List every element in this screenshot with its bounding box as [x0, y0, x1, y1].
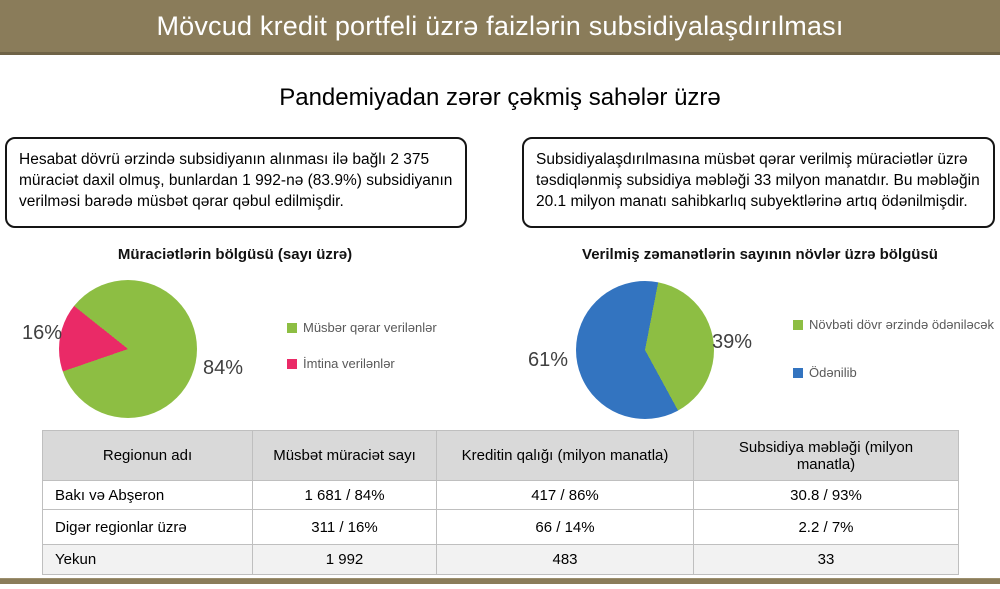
cell-applications: 311 / 16% — [252, 509, 437, 545]
applications-legend-item-approved: Müsbər qərar verilənlər — [287, 320, 437, 335]
summary-box-subsidy: Subsidiyalaşdırılmasına müsbət qərar ver… — [522, 137, 995, 228]
legend-swatch-pink-icon — [287, 358, 297, 369]
cell-region-total: Yekun — [42, 544, 253, 575]
applications-legend-label-refused: İmtina verilənlər — [303, 356, 395, 371]
legend-swatch-green-icon — [793, 319, 803, 330]
cell-credit-total: 483 — [436, 544, 694, 575]
guarantees-legend-item-paid: Ödənilib — [793, 365, 857, 380]
applications-legend-item-refused: İmtina verilənlər — [287, 356, 395, 371]
column-header-region: Regionun adı — [42, 430, 253, 481]
cell-subsidy: 30.8 / 93% — [693, 480, 959, 510]
guarantees-pie-label-upcoming: 39% — [712, 331, 753, 353]
slide-title: Mövcud kredit portfeli üzrə faizlərin su… — [156, 10, 844, 41]
legend-swatch-green-icon — [287, 322, 297, 333]
table-total-row: Yekun 1 992 483 33 — [42, 544, 959, 575]
summary-box-applications: Hesabat dövrü ərzində subsidiyanın alınm… — [5, 137, 467, 228]
cell-subsidy-total: 33 — [693, 544, 959, 575]
table-row: Digər regionlar üzrə 311 / 16% 66 / 14% … — [42, 509, 959, 545]
guarantees-legend-label-paid: Ödənilib — [809, 365, 857, 380]
applications-chart-title: Müraciətlərin bölgüsü (sayı üzrə) — [117, 246, 353, 263]
guarantees-legend-label-upcoming: Növbəti dövr ərzində ödəniləcək — [809, 317, 994, 332]
cell-applications-total: 1 992 — [252, 544, 437, 575]
table-header-row: Regionun adı Müsbət müraciət sayı Kredit… — [42, 430, 959, 481]
column-header-subsidy: Subsidiya məbləği (milyon manatla) — [693, 430, 959, 481]
subtitle: Pandemiyadan zərər çəkmiş sahələr üzrə — [279, 84, 721, 111]
cell-region: Digər regionlar üzrə — [42, 509, 253, 545]
column-header-credit: Kreditin qalığı (milyon manatla) — [436, 430, 694, 481]
applications-pie-label-approved: 84% — [203, 357, 244, 379]
guarantees-chart-title: Verilmiş zəmanətlərin sayının növlər üzr… — [582, 246, 938, 263]
applications-pie-chart — [59, 280, 197, 418]
cell-region: Bakı və Abşeron — [42, 480, 253, 510]
guarantees-pie-label-paid: 61% — [528, 349, 569, 371]
summary-box-applications-text: Hesabat dövrü ərzində subsidiyanın alınm… — [19, 151, 453, 211]
guarantees-legend-item-upcoming: Növbəti dövr ərzində ödəniləcək — [793, 317, 994, 332]
bottom-accent-strip — [0, 578, 1000, 584]
cell-credit: 66 / 14% — [436, 509, 694, 545]
applications-pie-label-refused: 16% — [22, 322, 63, 344]
guarantees-pie-chart — [576, 281, 714, 419]
cell-applications: 1 681 / 84% — [252, 480, 437, 510]
cell-subsidy: 2.2 / 7% — [693, 509, 959, 545]
table-row: Bakı və Abşeron 1 681 / 84% 417 / 86% 30… — [42, 480, 959, 510]
cell-credit: 417 / 86% — [436, 480, 694, 510]
column-header-applications: Müsbət müraciət sayı — [252, 430, 437, 481]
regions-table: Regionun adı Müsbət müraciət sayı Kredit… — [42, 430, 959, 575]
legend-swatch-blue-icon — [793, 367, 803, 378]
title-bar: Mövcud kredit portfeli üzrə faizlərin su… — [0, 0, 1000, 55]
summary-box-subsidy-text: Subsidiyalaşdırılmasına müsbət qərar ver… — [536, 151, 980, 211]
applications-legend-label-approved: Müsbər qərar verilənlər — [303, 320, 437, 335]
